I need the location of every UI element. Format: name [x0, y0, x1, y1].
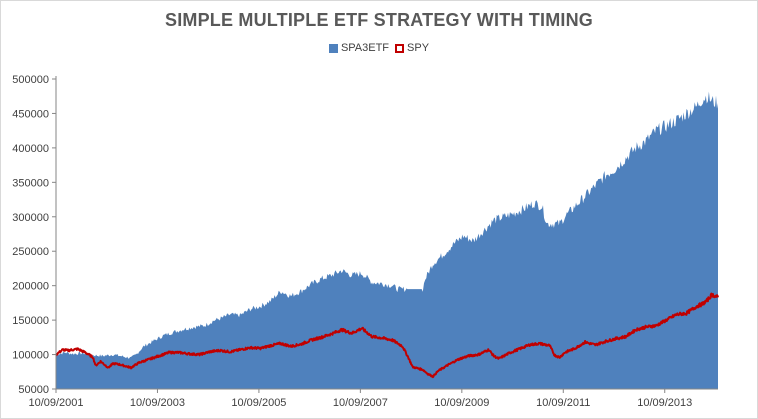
chart-title: SIMPLE MULTIPLE ETF STRATEGY WITH TIMING	[165, 10, 593, 30]
legend-item-spy: SPY	[395, 42, 429, 54]
legend-swatch-spa3etf	[328, 43, 338, 53]
y-tick-label: 450000	[12, 108, 49, 120]
x-tick-label: 10/09/2011	[536, 397, 590, 409]
line-series-spy	[55, 292, 719, 379]
x-tick-label: 10/09/2005	[231, 397, 286, 409]
y-tick-label: 400000	[12, 143, 49, 155]
y-tick-label: 50000	[18, 384, 49, 396]
x-tick-label: 10/09/2007	[333, 397, 388, 409]
y-tick-label: 350000	[12, 177, 49, 189]
y-tick-label: 100000	[12, 350, 49, 362]
legend-swatch-spy	[395, 43, 405, 53]
x-tick-label: 10/09/2001	[28, 397, 83, 409]
x-tick-label: 10/09/2003	[130, 397, 185, 409]
y-tick-label: 300000	[12, 212, 49, 224]
y-tick-label: 200000	[12, 281, 49, 293]
area-series-spa3etf	[56, 91, 718, 389]
legend-label-spy: SPY	[407, 42, 430, 54]
x-tick-label: 10/09/2009	[434, 397, 489, 409]
chart-legend: SPA3ETF SPY	[0, 42, 758, 54]
y-tick-label: 500000	[12, 74, 49, 86]
legend-item-spa3etf: SPA3ETF	[328, 42, 390, 54]
y-tick-label: 250000	[12, 246, 49, 258]
x-tick-label: 10/09/2013	[637, 397, 692, 409]
y-tick-label: 150000	[12, 315, 49, 327]
legend-label-spa3etf: SPA3ETF	[340, 42, 390, 54]
